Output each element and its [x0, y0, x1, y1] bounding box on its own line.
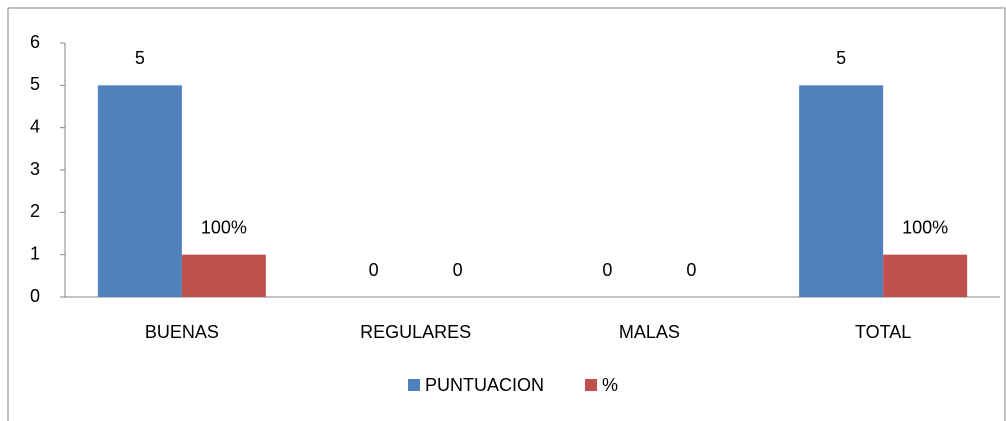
x-tick-label: TOTAL [855, 322, 911, 342]
y-tick-label: 6 [30, 32, 40, 52]
legend-swatch [408, 379, 420, 391]
data-label: 0 [369, 260, 379, 280]
data-label: 0 [453, 260, 463, 280]
y-tick-label: 2 [30, 201, 40, 221]
bar [181, 254, 266, 297]
data-label: 100% [902, 217, 948, 237]
x-tick-label: MALAS [619, 322, 680, 342]
y-tick-label: 1 [30, 243, 40, 263]
x-tick-label: BUENAS [145, 322, 219, 342]
y-tick-label: 0 [30, 286, 40, 306]
y-tick-label: 5 [30, 74, 40, 94]
y-tick-label: 3 [30, 159, 40, 179]
data-label: 100% [201, 217, 247, 237]
bar [883, 254, 968, 297]
data-label: 5 [135, 48, 145, 68]
chart-frame [7, 7, 1006, 421]
legend-swatch [585, 379, 597, 391]
data-label: 0 [686, 260, 696, 280]
legend-label: % [602, 375, 618, 395]
bar [799, 85, 884, 297]
data-label: 5 [836, 48, 846, 68]
legend-label: PUNTUACION [425, 375, 544, 395]
y-tick-label: 4 [30, 116, 40, 136]
bar [97, 85, 182, 297]
data-label: 0 [602, 260, 612, 280]
x-tick-label: REGULARES [360, 322, 471, 342]
